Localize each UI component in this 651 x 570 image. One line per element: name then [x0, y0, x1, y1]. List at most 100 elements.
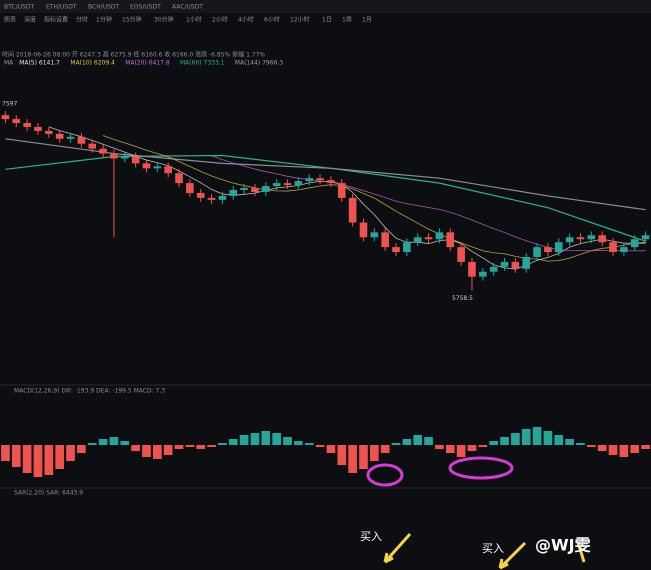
tab[interactable]: BCH/USDT [88, 4, 120, 11]
macd-bar [218, 443, 227, 445]
macd-bar [11, 445, 21, 467]
macd-bar [294, 441, 303, 445]
candle-body [392, 247, 400, 253]
candle-body [348, 197, 357, 223]
macd-bar [120, 441, 130, 445]
macd-bar [359, 445, 368, 469]
ma-line [48, 126, 646, 270]
macd-bar [348, 445, 357, 473]
interval-button[interactable]: 分时 [76, 16, 88, 24]
candle-body [218, 195, 227, 200]
macd-bar [66, 445, 75, 461]
macd-bar [543, 431, 553, 445]
candle-body [164, 166, 172, 174]
interval-button[interactable]: 1小时 [186, 16, 202, 24]
macd-bar [272, 433, 282, 445]
candle-body [424, 237, 433, 240]
macd-label: MACD(12,26,9) DIF: -193.9 DEA: -199.5 MA… [14, 388, 165, 395]
buy-label: 买入 [482, 542, 504, 555]
interval-button[interactable]: 30分钟 [154, 16, 174, 24]
arrow [576, 541, 586, 563]
candle-body [479, 271, 487, 277]
candle-body [522, 256, 531, 269]
candle-body [446, 232, 455, 248]
highlight [366, 463, 404, 487]
macd-bar [142, 445, 151, 457]
candle-body [1, 115, 10, 120]
macd-bar [467, 445, 477, 451]
macd-bar [261, 431, 271, 445]
macd-bar [250, 433, 260, 445]
candle-body [153, 166, 162, 169]
interval-button[interactable]: 1月 [362, 17, 372, 24]
macd-bar [283, 437, 292, 445]
chart-layer: BTC/USDT ETH/USDT BCH/USDT EOS/USDT AAC/USDT… [1, 4, 650, 477]
sar-label: SAR(2,20) SAR: 6443.9 [14, 490, 83, 497]
candle-body [381, 232, 389, 248]
candle-body [196, 192, 205, 198]
macd-bar [630, 445, 640, 453]
ma-legend: MA(10) 6209.4 [70, 60, 115, 67]
tab[interactable]: AAC/USDT [172, 4, 203, 11]
macd-bar [521, 429, 531, 445]
candle-body [294, 181, 303, 186]
candle-body [500, 261, 509, 267]
candle-body [229, 190, 238, 196]
candle-body [403, 242, 411, 253]
candle-body [533, 247, 541, 257]
tab[interactable]: EOS/USDT [130, 4, 161, 11]
macd-bar [576, 443, 585, 445]
macd-bar [641, 445, 650, 449]
interval-button[interactable]: 图表 [4, 16, 16, 24]
interval-button[interactable]: 2小时 [212, 16, 228, 24]
macd-bar [391, 443, 401, 445]
macd-bar [489, 441, 499, 445]
macd-bar [435, 445, 444, 449]
candle-body [587, 235, 596, 240]
candle-body [576, 237, 585, 240]
candle-body [175, 173, 183, 184]
ma-line [211, 155, 646, 252]
interval-button[interactable]: 12小时 [290, 16, 310, 24]
candle-body [457, 247, 465, 262]
macd-bar [478, 445, 488, 447]
macd-bar [174, 445, 184, 449]
candle-body [641, 235, 650, 240]
interval-button[interactable]: 1分钟 [96, 16, 112, 24]
interval-button[interactable]: 6小时 [264, 16, 280, 24]
macd-bar [380, 445, 390, 453]
macd-bar [619, 445, 629, 457]
arrow [498, 541, 527, 570]
candle-body [207, 197, 216, 200]
candle-body [598, 235, 606, 243]
macd-bar [33, 445, 43, 477]
candle-body [251, 188, 259, 192]
info-line: 时间 2018-06-26 08:00 开 6247.3 高 6275.9 低 … [2, 51, 265, 59]
candle-body [262, 186, 270, 192]
candle-body [283, 183, 292, 186]
macd-bar [315, 445, 325, 447]
macd-bar [152, 445, 162, 459]
macd-bar [445, 445, 455, 453]
candle-body [55, 133, 64, 139]
low-label: 5758.5 [452, 295, 473, 302]
interval-button[interactable]: 指标设置 [44, 16, 68, 24]
interval-button[interactable]: 1日 [322, 17, 332, 24]
interval-button[interactable]: 1周 [342, 17, 352, 24]
macd-bar [304, 443, 314, 445]
interval-button[interactable]: 4小时 [238, 16, 254, 24]
macd-bar [456, 445, 466, 457]
interval-button[interactable]: 深度 [24, 16, 36, 24]
macd-bar [131, 445, 140, 451]
candle-body [99, 148, 107, 154]
candle-body [413, 237, 422, 243]
candle-body [316, 178, 324, 181]
tab[interactable]: BTC/USDT [4, 4, 34, 11]
tab[interactable]: ETH/USDT [46, 4, 77, 11]
ma-legend: MA(20) 6417.8 [125, 60, 170, 67]
candle-body [120, 156, 129, 159]
candle-body [511, 261, 520, 269]
interval-button[interactable]: 15分钟 [122, 16, 142, 24]
candle-body [88, 143, 97, 149]
macd-bar [597, 445, 607, 451]
